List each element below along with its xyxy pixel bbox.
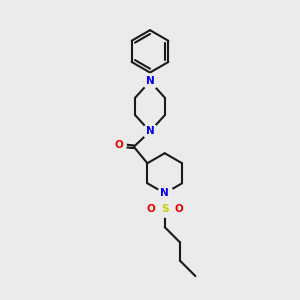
- Text: O: O: [114, 140, 123, 150]
- Text: O: O: [146, 205, 155, 214]
- Text: N: N: [160, 188, 169, 198]
- Text: N: N: [146, 76, 154, 86]
- Text: O: O: [175, 205, 183, 214]
- Text: N: N: [146, 126, 154, 136]
- Text: S: S: [161, 205, 169, 214]
